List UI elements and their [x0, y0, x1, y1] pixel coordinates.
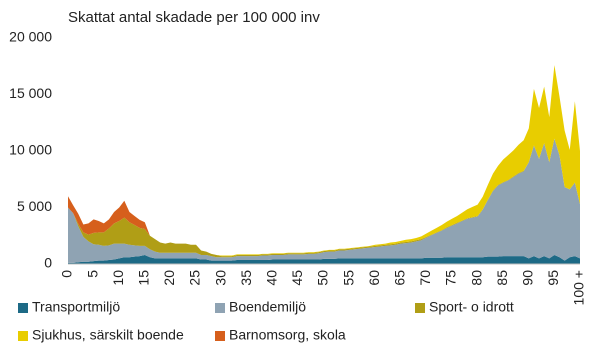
- chart-title: Skattat antal skadade per 100 000 inv: [68, 9, 320, 26]
- y-tick-label: 5 000: [17, 198, 52, 214]
- x-tick-label: 40: [264, 270, 280, 286]
- x-tick-label: 30: [212, 270, 228, 286]
- legend-swatch: [415, 303, 425, 313]
- legend-swatch: [215, 303, 225, 313]
- x-tick-label: 10: [110, 270, 126, 286]
- x-tick-label: 65: [392, 270, 408, 286]
- legend-swatch: [215, 331, 225, 341]
- x-tick-label: 45: [289, 270, 305, 286]
- area: [68, 138, 580, 263]
- y-tick-label: 0: [44, 255, 52, 271]
- legend-label: Sport- o idrott: [429, 299, 514, 315]
- legend-label: Boendemiljö: [229, 299, 306, 315]
- x-tick-label: 75: [443, 270, 459, 286]
- legend-swatch: [18, 331, 28, 341]
- x-tick-label: 35: [238, 270, 254, 286]
- x-tick-label: 5: [84, 270, 100, 278]
- legend-swatch: [18, 303, 28, 313]
- y-tick-label: 15 000: [9, 85, 52, 101]
- x-tick-label: 85: [494, 270, 510, 286]
- x-tick-label: 60: [366, 270, 382, 286]
- legend-label: Barnomsorg, skola: [229, 327, 346, 343]
- x-tick-label: 55: [340, 270, 356, 286]
- legend-label: Sjukhus, särskilt boende: [32, 327, 184, 343]
- y-tick-label: 10 000: [9, 142, 52, 158]
- x-tick-label: 0: [59, 270, 75, 278]
- x-tick-label: 80: [468, 270, 484, 286]
- x-tick-label: 50: [315, 270, 331, 286]
- x-tick-label: 95: [545, 270, 561, 286]
- x-tick-label: 20: [161, 270, 177, 286]
- x-tick-label: 25: [187, 270, 203, 286]
- x-tick-label: 100 +: [571, 270, 587, 305]
- x-tick-label: 15: [136, 270, 152, 286]
- x-tick-label: 70: [417, 270, 433, 286]
- y-tick-label: 20 000: [9, 29, 52, 45]
- x-tick-label: 90: [520, 270, 536, 286]
- legend-label: Transportmiljö: [32, 299, 120, 315]
